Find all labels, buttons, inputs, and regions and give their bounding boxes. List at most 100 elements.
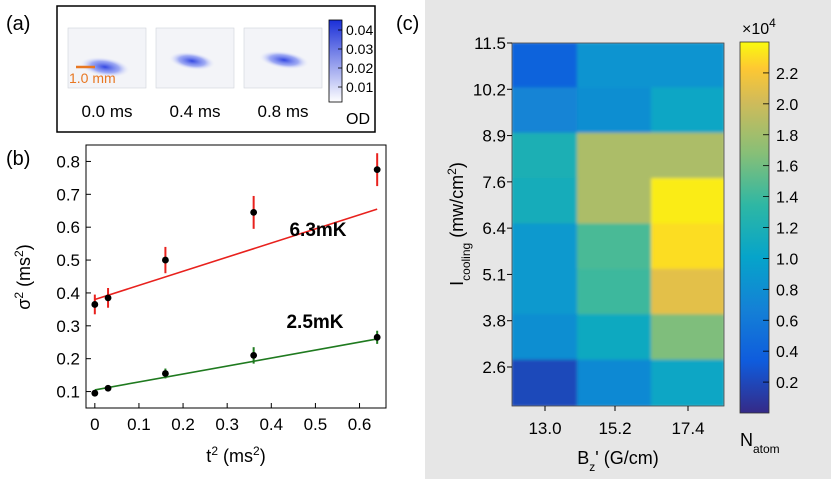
data-point bbox=[104, 294, 112, 302]
panel-a: (a) 0.0 ms 0.4 ms 0.8 ms 1.0 mm 0.04 0.03 0.0… bbox=[6, 5, 376, 133]
heatmap-cell bbox=[577, 43, 653, 90]
heatmap-cell bbox=[577, 178, 653, 226]
y-tick-label: 0.3 bbox=[56, 317, 80, 336]
heatmap-cell bbox=[512, 268, 579, 317]
heatmap-cell bbox=[512, 87, 579, 135]
heatmap-cell bbox=[651, 43, 724, 90]
colorbar-label: Natom bbox=[740, 430, 780, 456]
heatmap-cell bbox=[577, 223, 653, 271]
colorbar-multiplier: ×104 bbox=[742, 16, 776, 38]
tof-frame-2: 0.8 ms bbox=[243, 27, 323, 121]
heatmap-cell bbox=[577, 132, 653, 181]
heatmap-y-tick-label: 6.4 bbox=[482, 219, 506, 238]
colorbar-tick-label: 0.6 bbox=[776, 313, 798, 330]
x-tick-label: 0.2 bbox=[171, 415, 195, 434]
series-0: 6.3mK bbox=[91, 153, 381, 315]
od-tick-label: 0.04 bbox=[346, 22, 373, 38]
tof-time-label-1: 0.4 ms bbox=[169, 102, 220, 121]
y-tick-label: 0.2 bbox=[56, 350, 80, 369]
x-tick-label: 0.4 bbox=[259, 415, 283, 434]
colorbar-tick-label: 0.2 bbox=[776, 375, 798, 392]
fit-line-1 bbox=[94, 338, 378, 391]
heatmap-y-tick-label: 11.5 bbox=[474, 34, 506, 53]
colorbar-tick-label: 1.8 bbox=[776, 128, 798, 145]
heatmap-cell bbox=[512, 314, 579, 362]
heatmap-y-tick-label: 10.2 bbox=[473, 80, 506, 99]
tof-time-label-2: 0.8 ms bbox=[257, 102, 308, 121]
heatmap-cell bbox=[651, 268, 724, 317]
y-tick-label: 0.1 bbox=[56, 383, 80, 402]
heatmap-cell bbox=[512, 43, 579, 90]
heatmap-cell bbox=[512, 223, 579, 271]
series-1: 2.5mK bbox=[91, 312, 381, 397]
heatmap-cell bbox=[512, 178, 579, 226]
heatmap-frame bbox=[511, 42, 725, 407]
heatmap-y-tick-label: 7.6 bbox=[482, 173, 506, 192]
y-tick-label: 0.7 bbox=[56, 185, 80, 204]
atom-cloud-2 bbox=[258, 50, 310, 70]
atom-cloud-1 bbox=[168, 51, 216, 71]
heatmap-cell bbox=[512, 132, 579, 181]
heatmap-x-tick-label: 13.0 bbox=[528, 419, 561, 438]
heatmap-cell bbox=[651, 178, 724, 226]
colorbar-tick-label: 1.0 bbox=[776, 251, 798, 268]
data-point bbox=[373, 333, 381, 341]
data-point bbox=[373, 166, 381, 174]
heatmap-cell bbox=[651, 223, 724, 271]
heatmap-x-tick-label: 15.2 bbox=[598, 419, 631, 438]
x-tick-label: 0.3 bbox=[215, 415, 239, 434]
colorbar-tick-label: 2.0 bbox=[776, 97, 798, 114]
heatmap-cells bbox=[512, 43, 724, 406]
data-point bbox=[104, 384, 112, 392]
colorbar-tick-label: 0.8 bbox=[776, 282, 798, 299]
panel-b: (b) 0 0.1 0.2 0.3 0.4 0.5 0.6 0.1 0.2 0.3 0.4 0.5 0.… bbox=[6, 144, 387, 466]
colorbar-tick-label: 0.4 bbox=[776, 344, 798, 361]
scale-bar-label: 1.0 mm bbox=[69, 70, 116, 86]
x-tick-label: 0.6 bbox=[348, 415, 372, 434]
colorbar-tick-label: 2.2 bbox=[776, 66, 798, 83]
heatmap-y-tick-label: 8.9 bbox=[482, 127, 506, 146]
y-tick-label: 0.4 bbox=[56, 284, 80, 303]
data-point bbox=[250, 352, 258, 359]
heatmap-x-tick-label: 17.4 bbox=[671, 419, 704, 438]
colorbar-tick-label: 1.2 bbox=[776, 221, 798, 238]
x-tick-label: 0.1 bbox=[127, 415, 151, 434]
panel-c: (c) 13.0 15.2 17.4 2.6 3.8 5.1 6.4 7.6 8.9 10.2 11… bbox=[396, 0, 831, 479]
heatmap-cell bbox=[651, 314, 724, 362]
heatmap-y-tick-label: 5.1 bbox=[482, 265, 506, 284]
heatmap-xlabel: Bz' (G/cm) bbox=[577, 448, 658, 474]
heatmap-cell bbox=[651, 132, 724, 181]
heatmap-ylabel: Icooling (mw/cm2) bbox=[445, 162, 473, 286]
heatmap-cell bbox=[577, 268, 653, 317]
heatmap-y-tick-label: 3.8 bbox=[482, 312, 506, 331]
data-point bbox=[91, 301, 99, 308]
colorbar-tick-label: 1.6 bbox=[776, 159, 798, 176]
data-point bbox=[250, 208, 258, 216]
y-tick-label: 0.5 bbox=[56, 251, 80, 270]
od-tick-label: 0.02 bbox=[346, 60, 373, 76]
heatmap-cell-group bbox=[512, 43, 724, 406]
heatmap-cell bbox=[651, 87, 724, 135]
y-tick-label: 0.6 bbox=[56, 218, 80, 237]
tof-time-label-0: 0.0 ms bbox=[81, 102, 132, 121]
od-tick-label: 0.03 bbox=[346, 41, 373, 57]
data-point bbox=[162, 370, 169, 377]
tof-frame-0: 0.0 ms bbox=[67, 27, 147, 121]
heatmap-cell bbox=[577, 87, 653, 135]
heatmap-y-tick-label: 2.6 bbox=[482, 358, 506, 377]
od-colorbar-label: OD bbox=[346, 111, 370, 128]
plot-b-frame bbox=[85, 144, 387, 409]
heatmap-cell bbox=[577, 314, 653, 362]
panel-b-label: (b) bbox=[6, 148, 30, 170]
heatmap-cell bbox=[577, 359, 653, 406]
colorbar-tick-label: 1.4 bbox=[776, 190, 798, 207]
series-label-0: 6.3mK bbox=[289, 220, 346, 241]
data-point bbox=[162, 256, 169, 264]
fit-line-0 bbox=[94, 208, 378, 301]
heatmap-cell bbox=[651, 359, 724, 406]
od-colorbar bbox=[328, 19, 343, 103]
panel-a-label: (a) bbox=[6, 13, 30, 35]
data-point bbox=[91, 389, 99, 397]
y-tick-label: 0.8 bbox=[56, 152, 80, 171]
